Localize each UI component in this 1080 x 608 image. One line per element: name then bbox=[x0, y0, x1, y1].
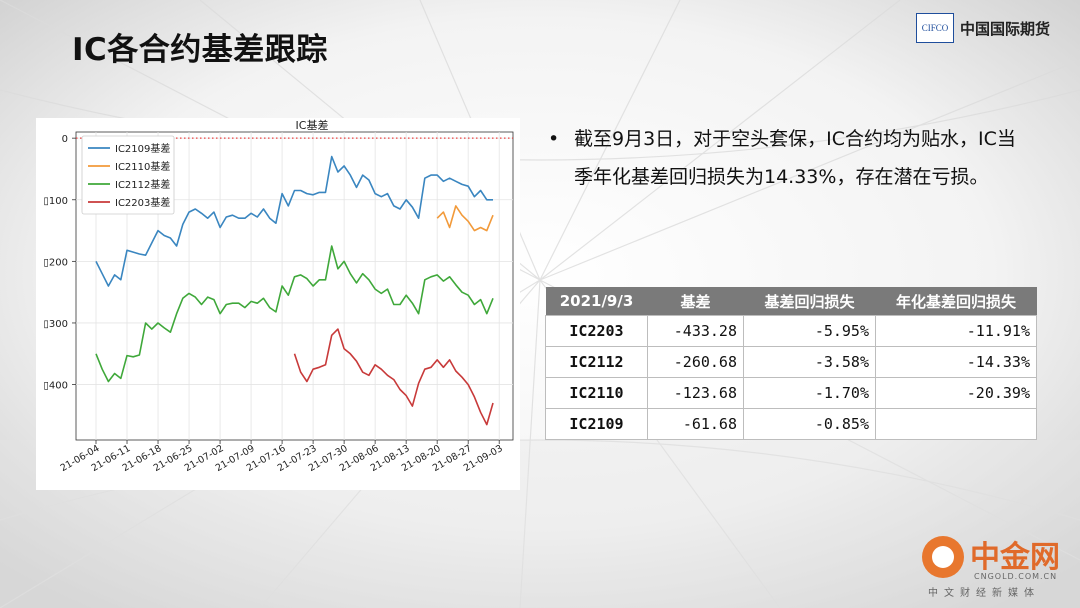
header-basis-loss: 基差回归损失 bbox=[743, 287, 876, 316]
chart-svg: IC基差 0▯100▯200▯300▯400 21-06-0421-06-112… bbox=[36, 118, 520, 490]
contract-cell: IC2110 bbox=[545, 377, 648, 409]
legend-label: IC2109基差 bbox=[115, 142, 170, 155]
ic-basis-chart: IC基差 0 ▯100 ▯200 ▯300 ▯400 21-06-04 21-06-11 2… bbox=[36, 118, 520, 490]
contract-cell: IC2109 bbox=[545, 408, 648, 440]
cngold-logo-icon bbox=[922, 536, 964, 578]
basis-loss-cell: -0.85% bbox=[743, 408, 876, 440]
company-name: 中国国际期货 bbox=[960, 19, 1051, 38]
grid bbox=[76, 132, 513, 440]
y-tick-label: ▯100 bbox=[43, 196, 68, 207]
table-row: IC2203 -433.28 -5.95% -11.91% bbox=[545, 315, 1037, 347]
header-annual-basis-loss: 年化基差回归损失 bbox=[875, 287, 1037, 316]
basis-loss-cell: -1.70% bbox=[743, 377, 876, 409]
table-row: IC2109 -61.68 -0.85% bbox=[545, 408, 1037, 440]
page-title: IC各合约基差跟踪 bbox=[72, 32, 328, 68]
bullet-marker: • bbox=[548, 128, 560, 150]
contract-cell: IC2203 bbox=[545, 315, 648, 347]
cifco-logo: CIFCO 中国国际期货 bbox=[916, 10, 1050, 46]
basis-table: 2021/9/3 基差 基差回归损失 年化基差回归损失 IC2203 -433.… bbox=[545, 287, 1037, 440]
series-line bbox=[95, 155, 493, 287]
basis-cell: -123.68 bbox=[647, 377, 744, 409]
annual-loss-cell: -20.39% bbox=[875, 377, 1037, 409]
y-tick-label: ▯300 bbox=[43, 319, 68, 330]
legend-label: IC2203基差 bbox=[115, 196, 170, 209]
basis-cell: -61.68 bbox=[647, 408, 744, 440]
basis-cell: -433.28 bbox=[647, 315, 744, 347]
y-tick-label: 0 bbox=[62, 134, 68, 145]
legend-label: IC2112基差 bbox=[115, 178, 170, 191]
cngold-watermark: 中金网 CNGOLD.COM.CN 中文财经新媒体 bbox=[922, 530, 1072, 600]
legend-label: IC2110基差 bbox=[115, 160, 170, 173]
basis-loss-cell: -5.95% bbox=[743, 315, 876, 347]
watermark-name: 中金网 bbox=[970, 540, 1060, 575]
series-line bbox=[95, 245, 494, 383]
table-row: IC2110 -123.68 -1.70% -20.39% bbox=[545, 377, 1037, 409]
watermark-slogan: 中文财经新媒体 bbox=[928, 588, 1040, 599]
series-line bbox=[436, 205, 494, 232]
annual-loss-cell: -11.91% bbox=[875, 315, 1037, 347]
chart-title: IC基差 bbox=[296, 118, 329, 132]
basis-cell: -260.68 bbox=[647, 346, 744, 378]
plot-frame bbox=[75, 131, 514, 441]
header-date: 2021/9/3 bbox=[545, 287, 648, 316]
cifco-logo-mark: CIFCO bbox=[916, 13, 954, 43]
table-row: IC2112 -260.68 -3.58% -14.33% bbox=[545, 346, 1037, 378]
legend: IC2109基差 IC2110基差 IC2112基差 IC2203基差 bbox=[81, 135, 175, 215]
legend-box bbox=[81, 135, 175, 215]
series-line bbox=[293, 328, 494, 426]
series-lines bbox=[95, 155, 494, 426]
table-header-row: 2021/9/3 基差 基差回归损失 年化基差回归损失 bbox=[545, 287, 1037, 316]
y-tick-label: ▯400 bbox=[43, 381, 68, 392]
watermark-domain: CNGOLD.COM.CN bbox=[974, 572, 1058, 581]
header-basis: 基差 bbox=[647, 287, 744, 316]
basis-loss-cell: -3.58% bbox=[743, 346, 876, 378]
summary-text: 截至9月3日，对于空头套保，IC合约均为贴水，IC当季年化基差回归损失为14.3… bbox=[574, 128, 1016, 188]
annual-loss-cell: -14.33% bbox=[875, 346, 1037, 378]
y-tick-label: ▯200 bbox=[43, 257, 68, 268]
y-axis-ticks: 0 ▯100 ▯200 ▯300 ▯400 bbox=[43, 134, 76, 392]
summary-bullet: • 截至9月3日，对于空头套保，IC合约均为贴水，IC当季年化基差回归损失为14… bbox=[548, 120, 1034, 196]
contract-cell: IC2112 bbox=[545, 346, 648, 378]
annual-loss-cell bbox=[875, 408, 1037, 440]
